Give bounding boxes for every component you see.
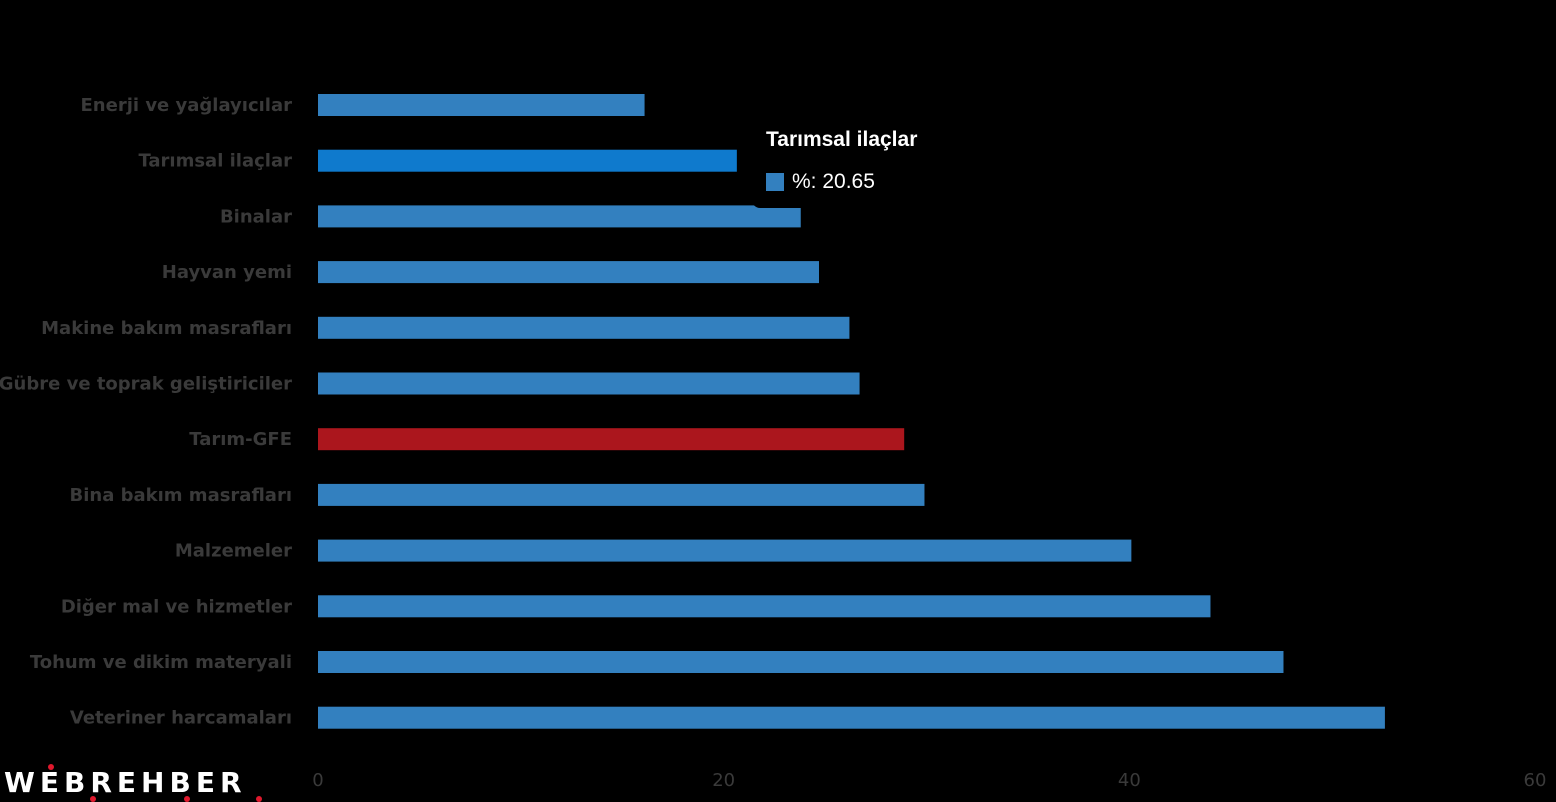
logo-dot bbox=[90, 796, 96, 802]
bar[interactable] bbox=[318, 651, 1284, 673]
bar[interactable] bbox=[318, 595, 1211, 618]
category-label: Tohum ve dikim materyali bbox=[30, 652, 292, 673]
category-label: Makine bakım masrafları bbox=[41, 318, 292, 339]
logo-dot bbox=[256, 796, 262, 802]
tooltip-row: %: 20.65 bbox=[766, 170, 875, 194]
bar[interactable] bbox=[318, 149, 737, 172]
chart-tooltip: Tarımsal ilaçlar %: 20.65 bbox=[752, 118, 957, 208]
category-label: Malzemeler bbox=[175, 541, 292, 562]
bar[interactable] bbox=[318, 94, 645, 116]
category-label: Enerji ve yağlayıcılar bbox=[81, 95, 293, 116]
logo-text: WEBREHBER bbox=[4, 766, 247, 799]
x-tick-label: 20 bbox=[712, 770, 735, 791]
tooltip-value: %: 20.65 bbox=[792, 170, 875, 193]
bar[interactable] bbox=[318, 372, 860, 395]
bar[interactable] bbox=[318, 483, 925, 506]
bar[interactable] bbox=[318, 205, 801, 228]
tooltip-title: Tarımsal ilaçlar bbox=[766, 128, 918, 151]
logo: WEBREHBER bbox=[4, 764, 262, 802]
category-label: Veteriner harcamaları bbox=[70, 708, 292, 729]
category-label: Tarım-GFE bbox=[189, 429, 292, 450]
x-tick-label: 60 bbox=[1524, 770, 1547, 791]
x-tick-label: 40 bbox=[1118, 770, 1141, 791]
tooltip-swatch bbox=[766, 173, 784, 191]
category-label: Binalar bbox=[220, 206, 292, 227]
category-label: Diğer mal ve hizmetler bbox=[61, 596, 292, 617]
bar[interactable] bbox=[318, 261, 819, 284]
category-label: Hayvan yemi bbox=[162, 262, 292, 283]
bar[interactable] bbox=[318, 428, 905, 451]
x-tick-label: 0 bbox=[312, 770, 323, 791]
bar[interactable] bbox=[318, 316, 850, 339]
category-label: Tarımsal ilaçlar bbox=[138, 151, 292, 172]
category-label: Gübre ve toprak geliştiriciler bbox=[0, 374, 292, 395]
category-label: Bina bakım masrafları bbox=[70, 485, 293, 506]
bar[interactable] bbox=[318, 539, 1132, 562]
bar[interactable] bbox=[318, 706, 1385, 729]
logo-dot bbox=[184, 796, 190, 802]
logo-dot bbox=[48, 764, 54, 770]
